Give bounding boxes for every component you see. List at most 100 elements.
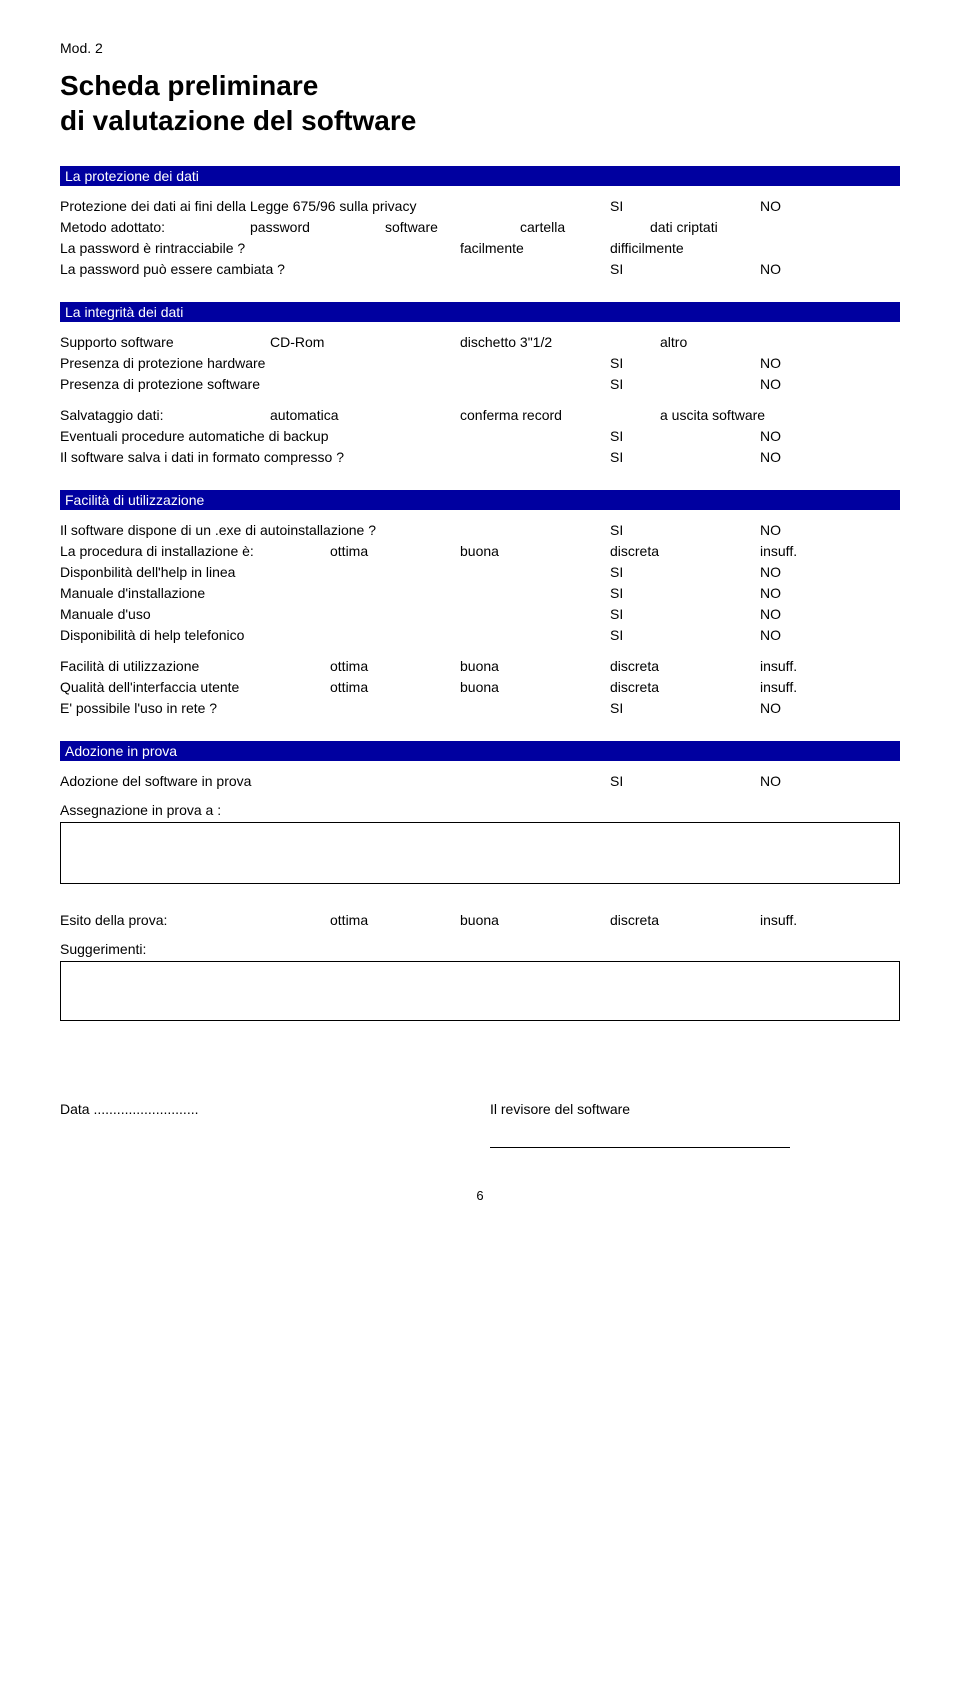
opt-no: NO — [760, 447, 880, 468]
row-help-linea: Disponbilità dell'help in linea SI NO — [60, 562, 900, 583]
opt-buona: buona — [460, 677, 610, 698]
row-metodo: Metodo adottato: password software carte… — [60, 217, 900, 238]
opt-si: SI — [610, 604, 760, 625]
opt-si: SI — [610, 426, 760, 447]
opt-no: NO — [760, 426, 880, 447]
opt-dischetto: dischetto 3"1/2 — [460, 332, 660, 353]
opt-discreta: discreta — [610, 910, 760, 931]
data-label: Data ........................... — [60, 1101, 490, 1117]
row-hardware: Presenza di protezione hardware SI NO — [60, 353, 900, 374]
label: Disponbilità dell'help in linea — [60, 562, 610, 583]
opt-facilmente: facilmente — [460, 238, 610, 259]
opt-password: password — [250, 217, 385, 238]
row-procedura: La procedura di installazione è: ottima … — [60, 541, 900, 562]
opt-si: SI — [610, 196, 760, 217]
row-help-telefonico: Disponibilità di help telefonico SI NO — [60, 625, 900, 646]
label: Adozione del software in prova — [60, 771, 610, 792]
revisore-label: Il revisore del software — [490, 1101, 630, 1117]
label: Eventuali procedure automatiche di backu… — [60, 426, 610, 447]
row-cambiata: La password può essere cambiata ? SI NO — [60, 259, 900, 280]
footer: Data ........................... Il revi… — [60, 1101, 900, 1117]
label: Manuale d'installazione — [60, 583, 610, 604]
opt-discreta: discreta — [610, 677, 760, 698]
opt-uscita: a uscita software — [660, 405, 765, 426]
opt-no: NO — [760, 771, 880, 792]
row-compresso: Il software salva i dati in formato comp… — [60, 447, 900, 468]
opt-no: NO — [760, 625, 880, 646]
mod-label: Mod. 2 — [60, 40, 900, 56]
row-adozione-prova: Adozione del software in prova SI NO — [60, 771, 900, 792]
row-esito: Esito della prova: ottima buona discreta… — [60, 910, 900, 931]
row-qualita-interfaccia: Qualità dell'interfaccia utente ottima b… — [60, 677, 900, 698]
row-privacy: Protezione dei dati ai fini della Legge … — [60, 196, 900, 217]
opt-no: NO — [760, 374, 880, 395]
opt-cdrom: CD-Rom — [270, 332, 460, 353]
opt-no: NO — [760, 698, 880, 719]
label: Qualità dell'interfaccia utente — [60, 677, 330, 698]
label: E' possibile l'uso in rete ? — [60, 698, 610, 719]
row-salvataggio: Salvataggio dati: automatica conferma re… — [60, 405, 900, 426]
label: Presenza di protezione hardware — [60, 353, 610, 374]
opt-si: SI — [610, 562, 760, 583]
opt-insuff: insuff. — [760, 910, 797, 931]
row-manuale-uso: Manuale d'uso SI NO — [60, 604, 900, 625]
section-protezione-dati: La protezione dei dati Protezione dei da… — [60, 166, 900, 280]
row-rintracciabile: La password è rintracciabile ? facilment… — [60, 238, 900, 259]
opt-no: NO — [760, 583, 880, 604]
opt-conferma: conferma record — [460, 405, 660, 426]
row-supporto: Supporto software CD-Rom dischetto 3"1/2… — [60, 332, 900, 353]
opt-no: NO — [760, 520, 880, 541]
opt-si: SI — [610, 447, 760, 468]
opt-criptati: dati criptati — [650, 217, 718, 238]
label: Il software dispone di un .exe di autoin… — [60, 520, 610, 541]
page-number: 6 — [60, 1188, 900, 1203]
label-suggerimenti: Suggerimenti: — [60, 941, 900, 957]
opt-si: SI — [610, 374, 760, 395]
label: Protezione dei dati ai fini della Legge … — [60, 196, 610, 217]
label: Il software salva i dati in formato comp… — [60, 447, 610, 468]
section-integrita-dati: La integrità dei dati Supporto software … — [60, 302, 900, 468]
label: Metodo adottato: — [60, 217, 250, 238]
opt-buona: buona — [460, 910, 610, 931]
opt-si: SI — [610, 698, 760, 719]
opt-si: SI — [610, 259, 760, 280]
label: Presenza di protezione software — [60, 374, 610, 395]
row-manuale-install: Manuale d'installazione SI NO — [60, 583, 900, 604]
opt-insuff: insuff. — [760, 541, 797, 562]
label: Facilità di utilizzazione — [60, 656, 330, 677]
opt-automatica: automatica — [270, 405, 460, 426]
section-header: La protezione dei dati — [60, 166, 900, 186]
opt-altro: altro — [660, 332, 687, 353]
opt-si: SI — [610, 353, 760, 374]
opt-ottima: ottima — [330, 541, 460, 562]
row-backup: Eventuali procedure automatiche di backu… — [60, 426, 900, 447]
opt-discreta: discreta — [610, 656, 760, 677]
label: La procedura di installazione è: — [60, 541, 330, 562]
assegnazione-box — [60, 822, 900, 884]
opt-no: NO — [760, 259, 880, 280]
opt-difficilmente: difficilmente — [610, 238, 760, 259]
label: La password è rintracciabile ? — [60, 238, 460, 259]
row-facilita-util: Facilità di utilizzazione ottima buona d… — [60, 656, 900, 677]
opt-cartella: cartella — [520, 217, 650, 238]
suggerimenti-box — [60, 961, 900, 1021]
opt-si: SI — [610, 771, 760, 792]
opt-buona: buona — [460, 541, 610, 562]
opt-no: NO — [760, 196, 880, 217]
opt-software: software — [385, 217, 520, 238]
label: La password può essere cambiata ? — [60, 259, 610, 280]
opt-no: NO — [760, 353, 880, 374]
row-uso-rete: E' possibile l'uso in rete ? SI NO — [60, 698, 900, 719]
section-header: La integrità dei dati — [60, 302, 900, 322]
label: Disponibilità di help telefonico — [60, 625, 610, 646]
opt-si: SI — [610, 583, 760, 604]
opt-si: SI — [610, 520, 760, 541]
page-title: Scheda preliminare di valutazione del so… — [60, 68, 900, 138]
opt-discreta: discreta — [610, 541, 760, 562]
opt-insuff: insuff. — [760, 677, 797, 698]
row-autoinstallazione: Il software dispone di un .exe di autoin… — [60, 520, 900, 541]
section-facilita: Facilità di utilizzazione Il software di… — [60, 490, 900, 719]
section-header: Facilità di utilizzazione — [60, 490, 900, 510]
row-software: Presenza di protezione software SI NO — [60, 374, 900, 395]
section-adozione: Adozione in prova Adozione del software … — [60, 741, 900, 1021]
